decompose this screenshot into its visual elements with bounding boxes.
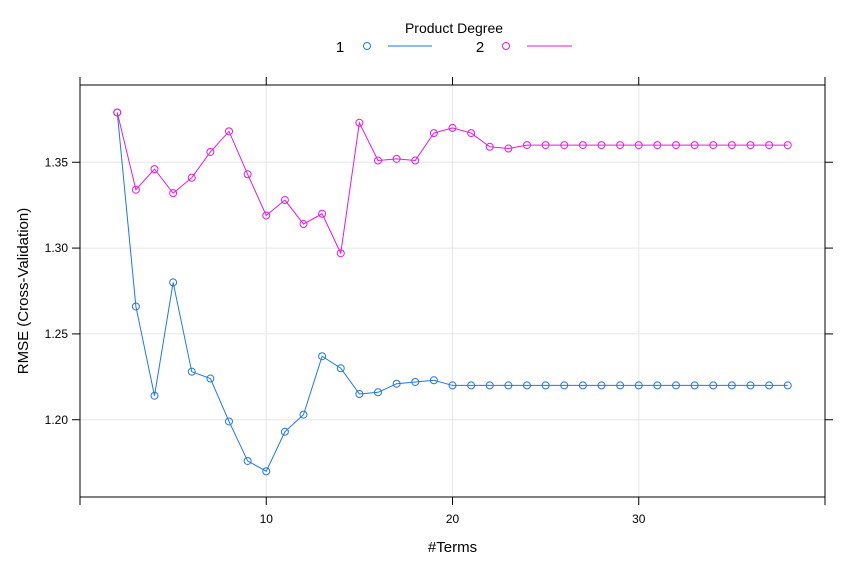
series-2-point: [541, 141, 550, 150]
series-2-point: [634, 141, 643, 150]
series-1-point: [560, 381, 569, 390]
series-1-point: [392, 379, 401, 388]
legend: Product Degree 1 2: [336, 20, 572, 56]
series-2-point: [411, 156, 420, 165]
series-1-point: [355, 390, 364, 398]
legend-title: Product Degree: [405, 20, 503, 36]
series-1-point: [429, 376, 438, 385]
legend-entry-2: 2: [476, 39, 572, 56]
y-tick-label: 1.30: [45, 241, 69, 255]
series-2-point: [131, 185, 140, 194]
series-1-point: [523, 381, 531, 390]
series-2-point: [150, 165, 159, 174]
series-2-point: [262, 211, 271, 220]
series-1-point: [467, 381, 476, 390]
y-tick-label: 1.35: [45, 155, 69, 169]
series-2-point: [336, 249, 345, 258]
series-1-point: [336, 364, 345, 373]
series-2-point: [392, 154, 401, 163]
series-1-line: [116, 112, 788, 472]
series-2-point: [467, 129, 476, 138]
series-2-point: [225, 127, 233, 136]
y-tick-label: 1.20: [45, 413, 69, 427]
series-2-point: [690, 141, 699, 150]
series-1-point: [690, 381, 699, 390]
series-1-point: [187, 367, 196, 376]
series-2-point: [280, 196, 289, 205]
y-tick-label: 1.25: [45, 327, 69, 341]
series-2-point: [578, 141, 587, 150]
series-1-point: [765, 381, 774, 390]
series-1-point: [616, 381, 625, 390]
legend-label-1: 1: [336, 39, 344, 56]
legend-entry-1: 1: [336, 39, 432, 56]
series-1-point: [374, 388, 382, 397]
series-1-point: [150, 391, 159, 400]
series-layer: [113, 108, 792, 476]
legend-label-2: 2: [476, 39, 484, 56]
series-1-point: [448, 381, 457, 390]
series-2-point: [504, 144, 513, 153]
series-2-point: [374, 156, 382, 165]
series-1-point: [169, 278, 178, 287]
series-2-point: [206, 147, 215, 156]
series-2-point: [560, 141, 569, 150]
series-1-point: [634, 381, 643, 390]
x-tick-label: 20: [446, 512, 460, 526]
series-2-point: [765, 141, 774, 150]
axis-ticks: 10 20 30 1.20 1.25 1.30 1.35: [45, 77, 833, 526]
series-2-point: [709, 141, 718, 150]
series-1-point: [225, 417, 233, 426]
series-1-point: [504, 381, 513, 390]
series-1-point: [206, 374, 215, 383]
series-2: [113, 108, 792, 258]
series-1-point: [746, 381, 755, 390]
series-2-point: [243, 170, 252, 179]
series-2-point: [653, 141, 662, 150]
series-1-point: [299, 410, 308, 419]
series-1-point: [243, 456, 252, 465]
x-axis-title: #Terms: [428, 539, 477, 556]
series-1-point: [653, 381, 662, 390]
series-1-point: [709, 381, 718, 390]
series-2-point: [299, 220, 308, 229]
series-2-point: [318, 209, 327, 218]
series-2-point: [113, 108, 122, 117]
series-1-point: [672, 381, 680, 390]
series-1-point: [541, 381, 550, 390]
series-2-point: [746, 141, 755, 150]
series-1-point: [783, 381, 792, 390]
series-2-point: [187, 173, 196, 182]
series-1-point: [411, 377, 420, 386]
x-tick-label: 10: [260, 512, 274, 526]
series-1-point: [262, 467, 271, 476]
series-2-point: [727, 141, 736, 150]
series-1-point: [280, 427, 289, 436]
series-2-point: [355, 118, 364, 127]
series-1-point: [578, 381, 587, 390]
series-2-point: [616, 141, 625, 150]
series-2-point: [783, 141, 792, 150]
series-2-point: [597, 141, 606, 150]
series-1-point: [727, 381, 736, 390]
y-axis-title: RMSE (Cross-Validation): [15, 208, 32, 374]
series-1-point: [318, 352, 327, 361]
series-2-point: [169, 189, 178, 198]
series-2-point: [672, 141, 680, 150]
series-2-point: [485, 142, 494, 151]
series-2-point: [448, 123, 457, 132]
series-1-point: [131, 302, 140, 311]
x-tick-label: 30: [632, 512, 646, 526]
series-1-point: [597, 381, 606, 390]
grid: [80, 85, 825, 497]
series-2-point: [523, 141, 531, 150]
legend-marker-1: [363, 42, 371, 50]
legend-marker-2: [502, 42, 510, 50]
series-2-point: [429, 129, 438, 138]
series-1: [113, 108, 792, 476]
series-2-line: [116, 112, 788, 255]
series-1-point: [485, 381, 494, 390]
